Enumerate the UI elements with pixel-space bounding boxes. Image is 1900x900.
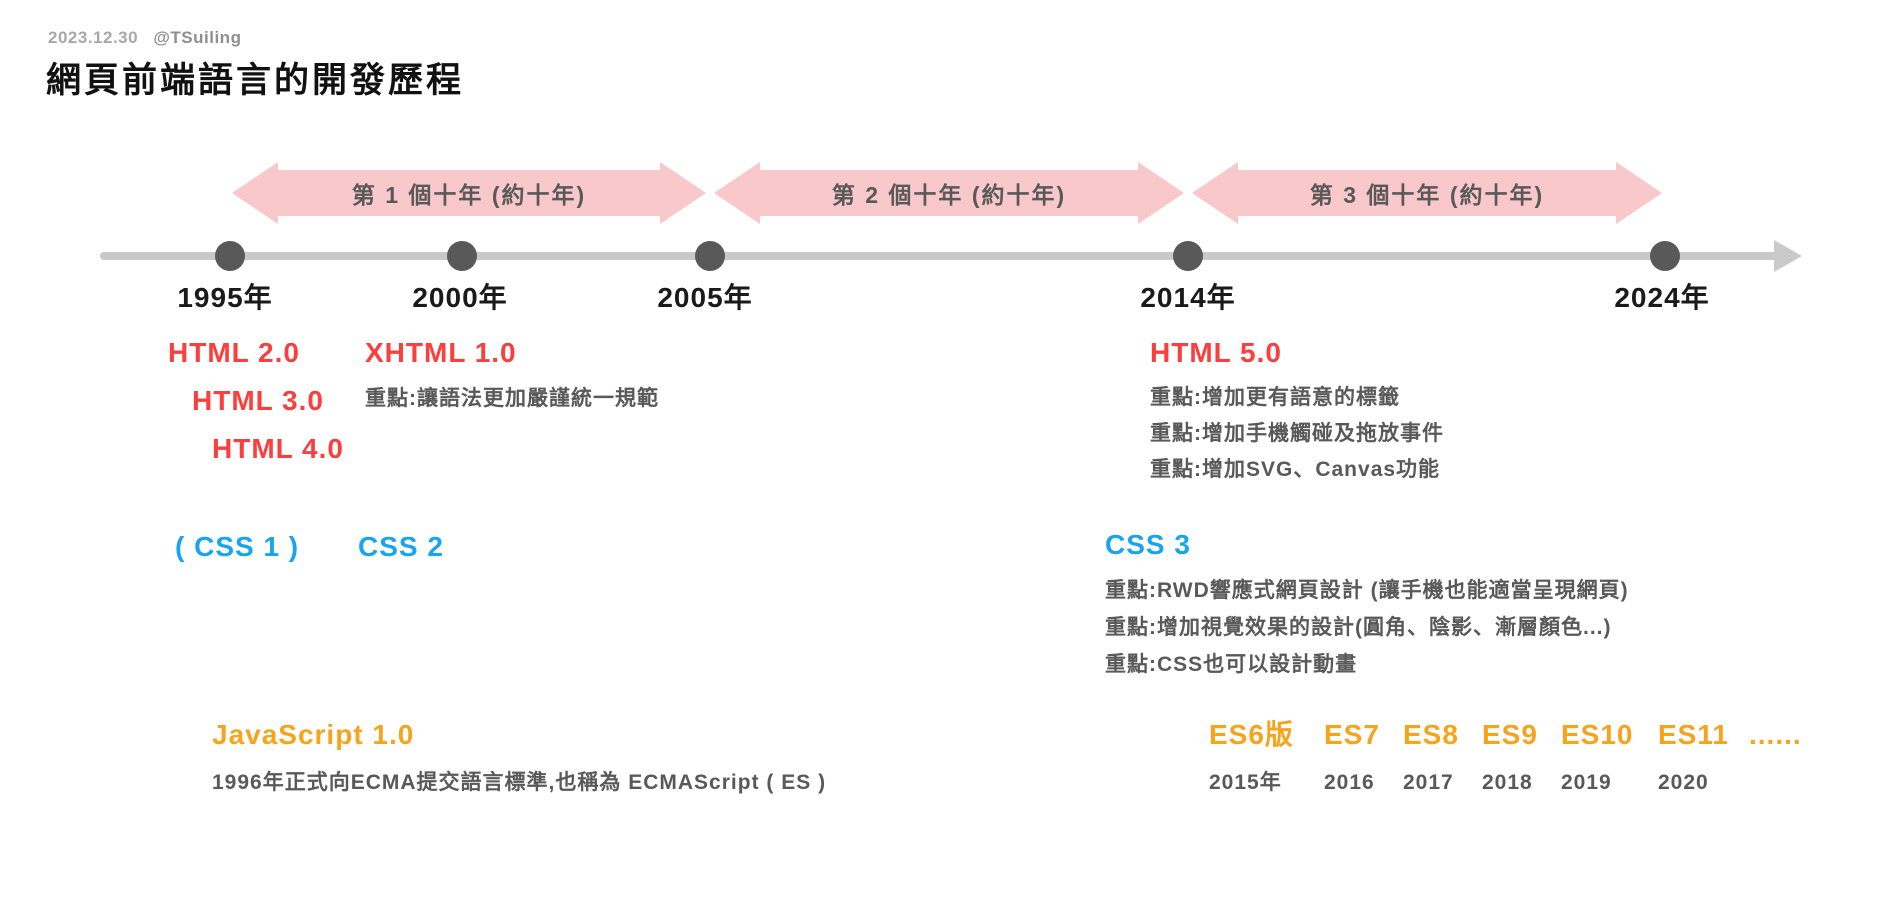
html4-label: HTML 4.0 [212, 433, 344, 464]
decade-2-label: 第 2 個十年 (約十年) [831, 182, 1067, 208]
html5-notes: 重點:增加更有語意的標籤 重點:增加手機觸碰及拖放事件 重點:增加SVG、Can… [1150, 380, 1444, 488]
decade-arrow-3: 第 3 個十年 (約十年) [1192, 162, 1662, 224]
timeline-year-label-1995: 1995年 [177, 282, 273, 313]
timeline-year-label-2005: 2005年 [657, 282, 753, 313]
css3-block: CSS 3 重點:RWD響應式網頁設計 (讓手機也能適當呈現網頁) 重點:增加視… [1105, 528, 1629, 683]
arrow-bar: 第 1 個十年 (約十年) [278, 170, 660, 216]
timeline-dot-2005 [695, 241, 725, 271]
xhtml-block: XHTML 1.0 重點:讓語法更加嚴謹統一規範 [365, 336, 659, 412]
html5-note-1: 重點:增加更有語意的標籤 [1150, 386, 1400, 409]
arrow-bar: 第 3 個十年 (約十年) [1238, 170, 1616, 216]
arrow-left-head-icon [714, 162, 760, 224]
decade-arrow-2: 第 2 個十年 (約十年) [714, 162, 1184, 224]
timeline-dot-2014 [1173, 241, 1203, 271]
es9-label: ES9 [1482, 719, 1538, 750]
arrow-left-head-icon [1192, 162, 1238, 224]
date-text: 2023.12.30 [48, 28, 139, 47]
css3-note-1: 重點:RWD響應式網頁設計 (讓手機也能適當呈現網頁) [1105, 579, 1629, 602]
timeline-arrowhead-icon [1774, 240, 1802, 272]
timeline-dot-2000 [447, 241, 477, 271]
timeline-year-label-2024: 2024年 [1614, 282, 1710, 313]
html3-label: HTML 3.0 [192, 385, 324, 416]
css3-note-3: 重點:CSS也可以設計動畫 [1105, 653, 1358, 676]
es-year-2017: 2017 [1403, 771, 1454, 794]
es-version-row: ES6版 ES7 ES8 ES9 ES10 ES11 ...... [1209, 718, 1802, 752]
es8-label: ES8 [1403, 719, 1459, 750]
css3-notes: 重點:RWD響應式網頁設計 (讓手機也能適當呈現網頁) 重點:增加視覺效果的設計… [1105, 572, 1629, 683]
decade-arrow-1: 第 1 個十年 (約十年) [232, 162, 706, 224]
html5-block: HTML 5.0 重點:增加更有語意的標籤 重點:增加手機觸碰及拖放事件 重點:… [1150, 336, 1444, 488]
es-year-row: 2015年 2016 2017 2018 2019 2020 [1209, 766, 1802, 796]
javascript-title: JavaScript 1.0 [212, 719, 415, 750]
javascript-note: 1996年正式向ECMA提交語言標準,也稱為 ECMAScript ( ES ) [212, 771, 827, 794]
javascript-block: JavaScript 1.0 1996年正式向ECMA提交語言標準,也稱為 EC… [212, 718, 826, 796]
timeline-year-label-2000: 2000年 [412, 282, 508, 313]
es-ellipsis-label: ...... [1749, 719, 1802, 750]
es10-label: ES10 [1561, 719, 1634, 750]
arrow-right-head-icon [660, 162, 706, 224]
decade-1-label: 第 1 個十年 (約十年) [351, 182, 587, 208]
es6-label: ES6版 [1209, 719, 1294, 750]
es-year-2016: 2016 [1324, 771, 1375, 794]
html5-note-2: 重點:增加手機觸碰及拖放事件 [1150, 422, 1444, 445]
xhtml-title: XHTML 1.0 [365, 337, 517, 368]
es-year-2019: 2019 [1561, 771, 1612, 794]
html5-note-3: 重點:增加SVG、Canvas功能 [1150, 458, 1441, 481]
css1-label: ( CSS 1 ) [175, 531, 300, 562]
xhtml-note: 重點:讓語法更加嚴謹統一規範 [365, 387, 659, 410]
arrow-right-head-icon [1138, 162, 1184, 224]
es-year-2018: 2018 [1482, 771, 1533, 794]
arrow-left-head-icon [232, 162, 278, 224]
arrow-right-head-icon [1616, 162, 1662, 224]
timeline-dot-1995 [215, 241, 245, 271]
css2-label: CSS 2 [358, 531, 444, 562]
css3-title: CSS 3 [1105, 529, 1191, 560]
timeline-axis [100, 252, 1778, 260]
css3-note-2: 重點:增加視覺效果的設計(圓角、陰影、漸層顏色...) [1105, 616, 1612, 639]
decade-3-label: 第 3 個十年 (約十年) [1309, 182, 1545, 208]
es-year-2020: 2020 [1658, 771, 1709, 794]
es-versions-block: ES6版 ES7 ES8 ES9 ES10 ES11 ...... 2015年 … [1209, 718, 1802, 796]
timeline-dot-2024 [1650, 241, 1680, 271]
es11-label: ES11 [1658, 719, 1729, 750]
timeline-year-label-2014: 2014年 [1140, 282, 1236, 313]
es-year-2015: 2015年 [1209, 771, 1282, 794]
page-title: 網頁前端語言的開發歷程 [46, 61, 465, 100]
html5-title: HTML 5.0 [1150, 337, 1282, 368]
html2-label: HTML 2.0 [168, 337, 300, 368]
author-handle: @TSuiling [153, 28, 242, 47]
arrow-bar: 第 2 個十年 (約十年) [760, 170, 1138, 216]
es7-label: ES7 [1324, 719, 1380, 750]
meta-line: 2023.12.30 @TSuiling [48, 28, 241, 48]
